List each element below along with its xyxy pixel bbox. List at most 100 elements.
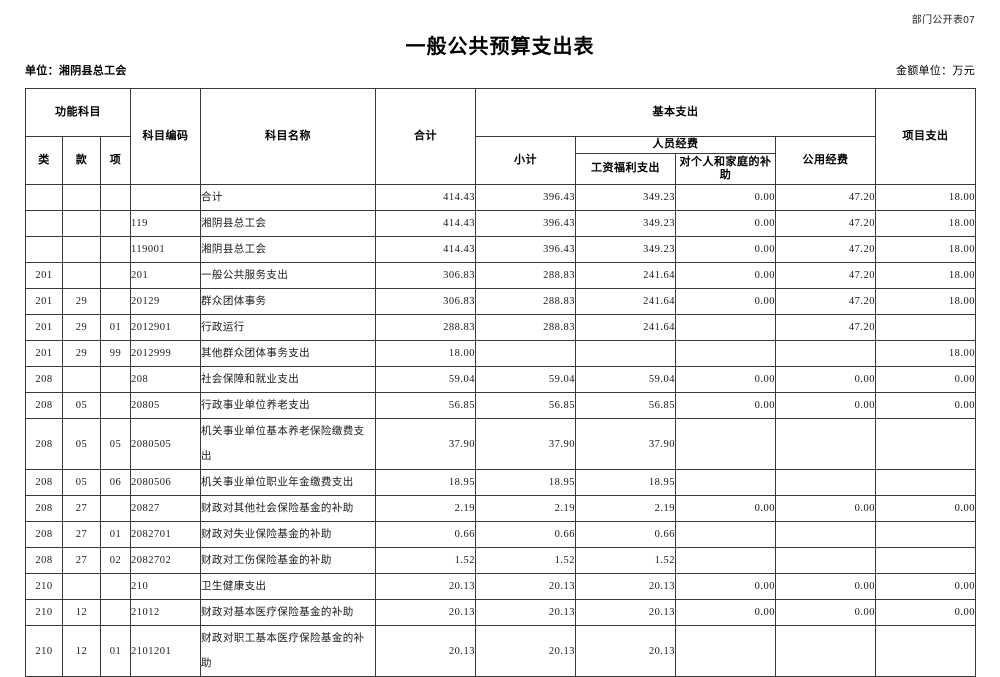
col-header-basic-expenditure: 基本支出 [475,88,877,137]
cell-lei: 208 [25,366,63,393]
cell-project-expenditure [875,314,977,341]
cell-subject-name: 行政事业单位养老支出 [200,392,377,419]
cell-subsidy-individuals-families: 0.00 [675,236,777,263]
cell-total: 20.13 [375,599,477,626]
cell-subtotal: 288.83 [475,288,577,315]
cell-subsidy-individuals-families [675,547,777,574]
cell-subsidy-individuals-families [675,469,777,496]
cell-subsidy-individuals-families: 0.00 [675,495,777,522]
cell-xiang: 01 [99,314,132,341]
budget-expenditure-page: 部门公开表07 一般公共预算支出表 单位：湘阴县总工会 金额单位：万元 功能科目… [24,15,977,677]
cell-subtotal: 288.83 [475,262,577,289]
cell-salary-welfare: 349.23 [575,184,677,211]
cell-total: 20.13 [375,625,477,677]
cell-xiang [99,288,132,315]
cell-subtotal: 396.43 [475,210,577,237]
unit-label: 单位：湘阴县总工会 [25,65,127,77]
cell-subject-name: 社会保障和就业支出 [200,366,377,393]
cell-lei [25,184,63,211]
cell-xiang: 01 [99,521,132,548]
cell-project-expenditure [875,469,977,496]
table-body: 合计 414.43 396.43 349.23 0.00 47.20 18.00 119 湘阴县… [25,184,977,677]
cell-lei: 201 [25,314,63,341]
col-header-subsidy-individuals-families: 对个人和家庭的补助 [675,152,777,186]
cell-kuan: 27 [62,521,101,548]
col-header-subject-name: 科目名称 [200,88,377,185]
cell-public-funds: 47.20 [775,236,877,263]
table-row: 208 05 05 2080505 机关事业单位基本养老保险缴费支出 37.90 37.90… [25,418,977,470]
cell-subject-name: 财政对基本医疗保险基金的补助 [200,599,377,626]
cell-subject-code: 119001 [130,236,202,263]
cell-kuan [62,210,101,237]
cell-public-funds: 47.20 [775,288,877,315]
cell-subtotal: 20.13 [475,599,577,626]
col-header-project-expenditure: 项目支出 [875,88,977,185]
cell-subtotal: 37.90 [475,418,577,470]
col-header-function-subject: 功能科目 [24,88,132,137]
cell-subsidy-individuals-families: 0.00 [675,210,777,237]
table-row: 208 27 02 2082702 财政对工伤保险基金的补助 1.52 1.52 1.52 [25,547,977,574]
cell-salary-welfare: 20.13 [575,625,677,677]
cell-public-funds [775,521,877,548]
cell-subtotal: 396.43 [475,184,577,211]
cell-subject-code: 20827 [130,495,202,522]
cell-subject-code: 119 [130,210,202,237]
col-header-total: 合计 [375,88,477,185]
cell-salary-welfare: 349.23 [575,236,677,263]
col-header-public-funds: 公用经费 [775,136,877,185]
cell-total: 306.83 [375,262,477,289]
cell-salary-welfare: 2.19 [575,495,677,522]
cell-subtotal [475,340,577,367]
cell-total: 0.66 [375,521,477,548]
table-row: 201 201 一般公共服务支出 306.83 288.83 241.64 0.00 47.2… [25,262,977,289]
cell-public-funds: 47.20 [775,184,877,211]
page-title: 一般公共预算支出表 [405,36,595,58]
col-header-subtotal: 小计 [475,136,577,185]
cell-public-funds [775,625,877,677]
table-row: 201 29 20129 群众团体事务 306.83 288.83 241.64 0.00 47… [25,288,977,315]
cell-lei: 208 [25,392,63,419]
cell-subject-name: 财政对职工基本医疗保险基金的补助 [200,625,377,677]
cell-subsidy-individuals-families: 0.00 [675,599,777,626]
cell-total: 288.83 [375,314,477,341]
cell-project-expenditure: 18.00 [875,184,977,211]
cell-subtotal: 396.43 [475,236,577,263]
cell-xiang: 02 [99,547,132,574]
cell-public-funds [775,547,877,574]
cell-public-funds: 0.00 [775,392,877,419]
table-row: 合计 414.43 396.43 349.23 0.00 47.20 18.00 [25,184,977,211]
col-header-lei: 类 [25,136,63,185]
cell-subtotal: 59.04 [475,366,577,393]
table-row: 208 208 社会保障和就业支出 59.04 59.04 59.04 0.00 0.00 0.… [25,366,977,393]
cell-subject-code: 2101201 [130,625,202,677]
cell-salary-welfare: 349.23 [575,210,677,237]
cell-salary-welfare: 0.66 [575,521,677,548]
cell-subtotal: 20.13 [475,625,577,677]
table-row: 201 29 01 2012901 行政运行 288.83 288.83 241.64 47.2… [25,314,977,341]
cell-kuan: 12 [62,599,101,626]
cell-project-expenditure: 18.00 [875,210,977,237]
table-row: 119001 湘阴县总工会 414.43 396.43 349.23 0.00 47.20 1… [25,236,977,263]
cell-kuan [62,573,101,600]
cell-lei: 210 [25,599,63,626]
cell-subtotal: 20.13 [475,573,577,600]
table-header-row-1: 功能科目 科目编码 科目名称 合计 基本支出 项目支出 [24,88,977,185]
cell-public-funds: 47.20 [775,210,877,237]
table-row: 208 05 06 2080506 机关事业单位职业年金缴费支出 18.95 18.95 18… [25,469,977,496]
cell-subject-code: 20129 [130,288,202,315]
cell-subject-code: 2080505 [130,418,202,470]
cell-kuan [62,366,101,393]
table-row: 210 12 21012 财政对基本医疗保险基金的补助 20.13 20.13 20.13 0… [25,599,977,626]
cell-subject-code: 2012999 [130,340,202,367]
cell-subject-name: 群众团体事务 [200,288,377,315]
cell-project-expenditure: 18.00 [875,236,977,263]
cell-salary-welfare: 241.64 [575,314,677,341]
cell-total: 414.43 [375,184,477,211]
table-row: 201 29 99 2012999 其他群众团体事务支出 18.00 18.00 [25,340,977,367]
cell-subtotal: 288.83 [475,314,577,341]
cell-xiang [99,184,132,211]
cell-kuan: 05 [62,469,101,496]
cell-subsidy-individuals-families: 0.00 [675,184,777,211]
cell-lei: 208 [25,495,63,522]
cell-lei: 201 [25,288,63,315]
